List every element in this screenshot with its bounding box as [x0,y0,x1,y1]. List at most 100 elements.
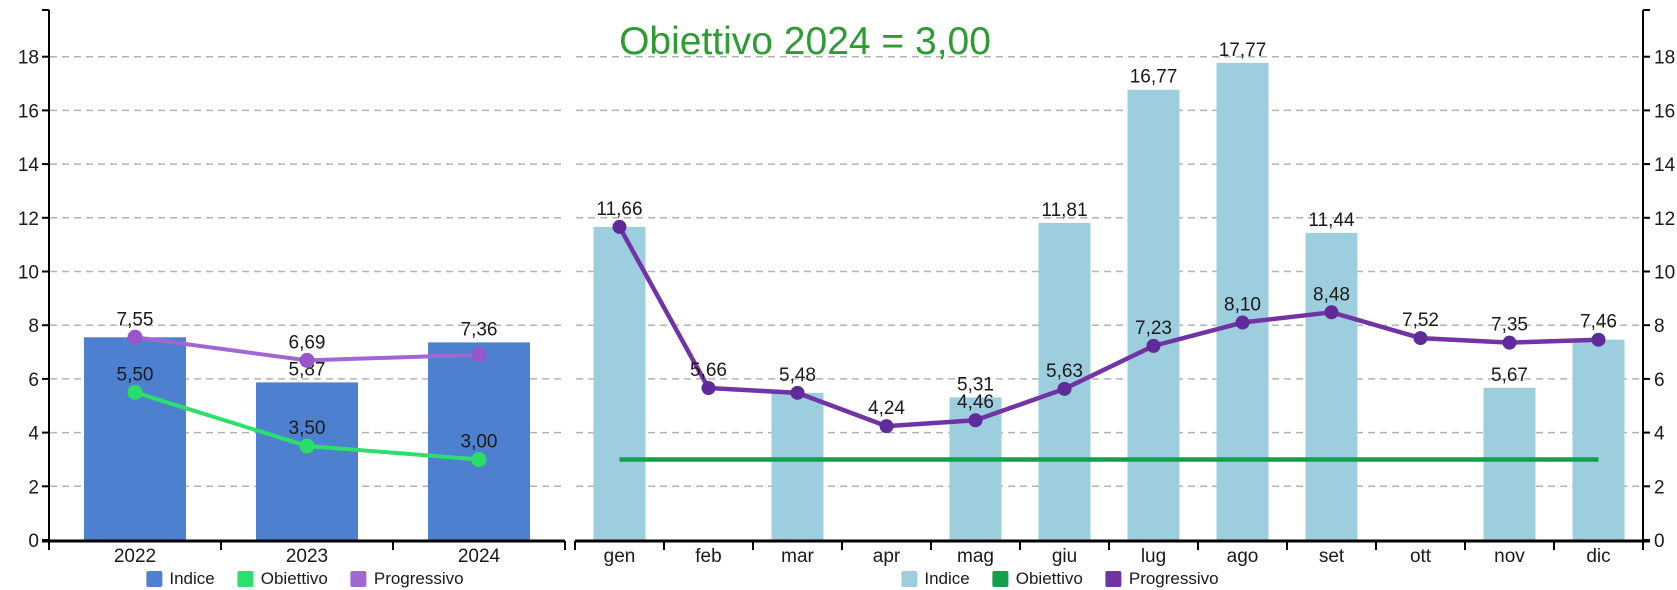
progressivo-point-ott[interactable] [1413,331,1428,346]
data-label: 7,35 [1491,315,1528,336]
x-category-label: 2023 [286,546,328,567]
y-tick-label: 10 [1654,263,1675,284]
progressivo-point-nov[interactable] [1502,335,1517,350]
bar-nov[interactable] [1483,387,1536,540]
y-tick-label: 0 [28,531,39,552]
x-category-label: set [1319,546,1345,567]
bar-2024[interactable] [428,342,530,540]
bar-set[interactable] [1305,232,1358,540]
progressivo-point-2022[interactable] [127,329,143,345]
y-tick-label: 12 [1654,209,1675,230]
y-tick-label: 2 [28,477,39,498]
x-category-label: lug [1141,546,1166,567]
legend-label: Obiettivo [260,569,328,588]
progressivo-point-lug[interactable] [1146,338,1161,353]
bar-gen[interactable] [593,226,646,540]
data-label: 11,44 [1308,210,1355,231]
progressivo-point-set[interactable] [1324,305,1339,320]
progressivo-line [617,225,1599,429]
y-tick-label: 6 [1654,370,1665,391]
progressivo-point-giu[interactable] [1057,381,1072,396]
y-tick-label: 4 [28,424,39,445]
data-label: 5,48 [779,365,816,386]
chart-title: Obiettivo 2024 = 3,00 [619,20,991,63]
legend-item-progressivo[interactable]: Progressivo [1105,569,1219,589]
y-tick-label: 4 [1654,424,1665,445]
obiettivo-point-2024[interactable] [471,451,487,467]
legend-monthly: Indice Obiettivo Progressivo [901,569,1219,589]
data-label: 4,24 [868,398,905,419]
legend-swatch-progressivo-icon [1105,571,1122,587]
data-label: 5,31 [957,374,994,395]
legend-label: Indice [924,569,970,588]
data-label: 11,81 [1041,200,1087,221]
data-label: 5,63 [1046,361,1083,382]
y-tick-label: 18 [1654,48,1675,69]
data-label: 4,46 [957,392,994,413]
data-label: 11,66 [596,199,642,220]
data-label: 5,66 [690,360,727,381]
legend-item-indice[interactable]: Indice [901,569,970,589]
legend-swatch-indice-icon [146,571,163,587]
data-label: 7,52 [1402,310,1439,331]
x-category-label: giu [1052,546,1077,567]
x-category-label: ago [1227,546,1259,567]
x-category-label: dic [1586,546,1610,567]
progressivo-point-2024[interactable] [471,347,487,363]
x-category-label: 2022 [114,546,156,567]
data-label: 3,50 [289,418,326,439]
bar-lug[interactable] [1127,89,1180,541]
progressivo-point-feb[interactable] [701,381,716,396]
y-tick-label: 16 [1654,101,1675,122]
progressivo-point-dic[interactable] [1591,332,1606,347]
legend-item-obiettivo[interactable]: Obiettivo [237,569,328,589]
data-label: 5,67 [1491,365,1528,386]
legend-swatch-obiettivo-icon [237,571,254,587]
y-tick-label: 14 [18,155,40,176]
legend-label: Progressivo [1128,569,1219,588]
data-label: 7,55 [117,309,154,330]
data-label: 17,77 [1219,40,1267,61]
x-category-label: 2024 [458,546,501,567]
legend-label: Indice [169,569,215,588]
data-label: 5,50 [117,364,154,385]
legend-item-progressivo[interactable]: Progressivo [350,569,464,589]
obiettivo-point-2023[interactable] [299,438,315,454]
legend-label: Progressivo [373,569,464,588]
progressivo-point-2023[interactable] [299,352,315,368]
legend-label: Obiettivo [1015,569,1083,588]
x-category-label: mag [957,546,994,567]
legend-swatch-indice-icon [901,571,918,587]
bar-2022[interactable] [84,337,186,540]
y-tick-label: 8 [1654,316,1665,337]
data-label: 16,77 [1130,67,1178,88]
data-label: 7,23 [1135,318,1172,339]
y-tick-label: 12 [18,209,39,230]
legend-swatch-obiettivo-icon [992,571,1009,587]
progressivo-point-ago[interactable] [1235,315,1250,330]
x-category-label: apr [873,546,901,567]
obiettivo-point-2022[interactable] [127,384,143,400]
legend-annual: Indice Obiettivo Progressivo [146,569,464,589]
progressivo-point-apr[interactable] [879,419,894,434]
y-tick-label: 8 [28,316,39,337]
legend-swatch-progressivo-icon [350,571,367,587]
bar-dic[interactable] [1572,339,1625,540]
x-category-label: feb [695,546,721,567]
bar-mar[interactable] [771,392,824,540]
legend-item-obiettivo[interactable]: Obiettivo [992,569,1083,589]
y-tick-label: 16 [18,101,39,122]
y-tick-label: 18 [18,48,39,69]
progressivo-point-mar[interactable] [790,385,805,400]
y-tick-label: 10 [18,263,39,284]
x-category-label: mar [781,546,814,567]
x-category-label: gen [604,546,636,567]
progressivo-point-mag[interactable] [968,413,983,428]
legend-item-indice[interactable]: Indice [146,569,215,589]
y-tick-label: 2 [1654,477,1665,498]
progressivo-point-gen[interactable] [612,219,627,234]
data-label: 8,48 [1313,284,1350,305]
bar-2023[interactable] [256,382,358,540]
